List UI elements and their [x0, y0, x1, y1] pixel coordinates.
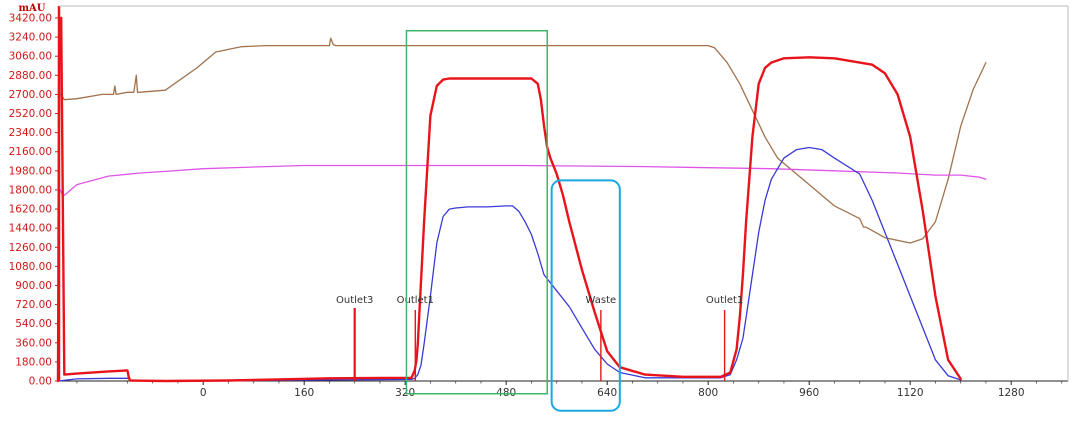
fraction-markers: Outlet3 Outlet1 Waste Outlet1 — [336, 295, 743, 381]
y-tick-label: 1620.00 — [9, 204, 52, 216]
x-tick-label: 640 — [597, 387, 617, 399]
green-highlight-box — [405, 29, 548, 395]
x-tick-label: 0 — [200, 387, 207, 399]
y-tick-label: 900.00 — [15, 280, 52, 292]
fraction-marker-label: Waste — [586, 295, 617, 306]
y-axis-ticks: 0.00 180.00 360.00 540.00 720.00 900.00 1080.0… — [9, 13, 59, 388]
x-tick-label: 960 — [799, 387, 819, 399]
y-tick-label: 1800.00 — [9, 184, 52, 196]
y-tick-label: 720.00 — [15, 299, 52, 311]
series-line-1 — [57, 146, 962, 382]
x-axis-ticks: 0 160 320 480 640 800 960 1120 1280 — [76, 381, 1063, 399]
y-tick-label: 2700.00 — [9, 89, 52, 101]
x-tick-label: 320 — [395, 387, 415, 399]
series-line-0 — [56, 16, 962, 383]
fraction-marker-label: Outlet3 — [336, 295, 373, 306]
x-tick-label: 800 — [698, 387, 718, 399]
y-tick-label: 3420.00 — [9, 13, 52, 25]
x-tick-label: 1120 — [897, 387, 924, 399]
y-tick-label: 2340.00 — [9, 127, 52, 139]
y-tick-label: 1260.00 — [9, 242, 52, 254]
series-lines — [56, 16, 987, 383]
y-tick-label: 360.00 — [15, 337, 52, 349]
y-axis-unit-label: mAU — [18, 3, 45, 14]
y-tick-label: 540.00 — [15, 318, 52, 330]
y-tick-label: 2880.00 — [9, 70, 52, 82]
y-tick-label: 1980.00 — [9, 165, 52, 177]
y-tick-label: 2160.00 — [9, 146, 52, 158]
y-tick-label: 0.00 — [29, 376, 52, 388]
y-tick-label: 180.00 — [15, 356, 52, 368]
blue-highlight-box — [550, 179, 621, 412]
series-line-2 — [57, 37, 987, 244]
y-tick-label: 2520.00 — [9, 108, 52, 120]
x-tick-label: 160 — [294, 387, 314, 399]
series-line-3 — [57, 164, 987, 197]
y-tick-label: 3060.00 — [9, 51, 52, 63]
x-tick-label: 1280 — [998, 387, 1025, 399]
y-tick-label: 1080.00 — [9, 261, 52, 273]
highlight-annotations — [405, 29, 621, 412]
fraction-marker-label: Outlet1 — [706, 295, 743, 306]
fraction-marker-label: Outlet1 — [397, 295, 434, 306]
y-tick-label: 3240.00 — [9, 32, 52, 44]
y-tick-label: 1440.00 — [9, 223, 52, 235]
